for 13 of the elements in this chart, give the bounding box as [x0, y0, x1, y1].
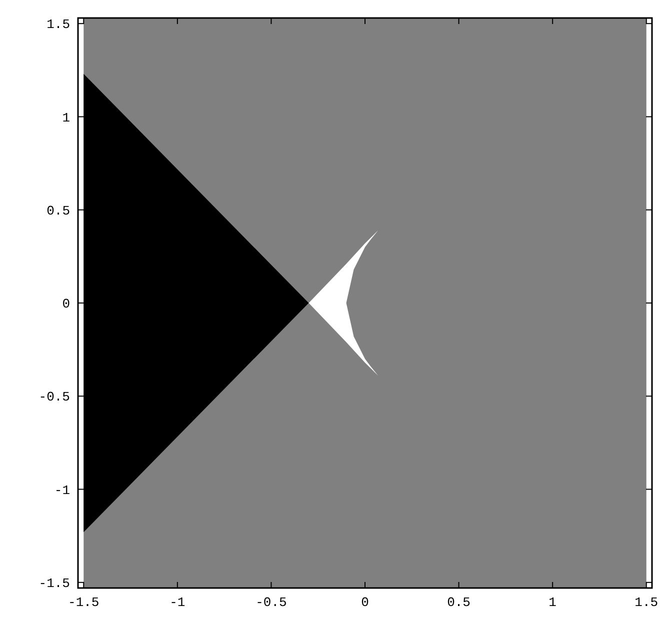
- x-tick-label: -1: [170, 595, 186, 610]
- y-tick-label: 0.5: [46, 203, 70, 218]
- y-tick-label: 1: [62, 110, 70, 126]
- x-tick-label: 1: [548, 595, 557, 610]
- y-tick-label: 1.5: [46, 17, 70, 32]
- y-tick-label: -0.5: [38, 390, 70, 405]
- x-tick-label: -0.5: [256, 595, 287, 610]
- y-tick-label: -1: [54, 482, 70, 498]
- x-tick-label: 0: [361, 595, 369, 610]
- x-tick-label: 0.5: [447, 595, 470, 610]
- y-tick-label: -1.5: [38, 576, 70, 591]
- y-tick-label: 0: [62, 296, 70, 312]
- x-tick-label: 1.5: [634, 595, 658, 610]
